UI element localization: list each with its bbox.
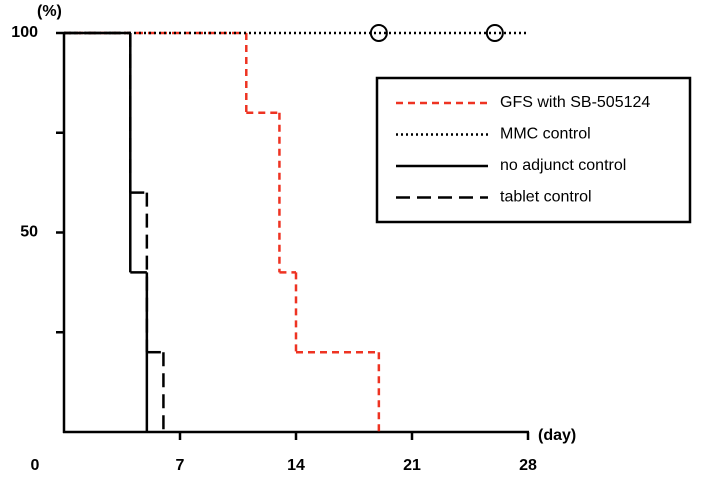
y-tick-label: 100	[11, 24, 38, 41]
x-tick-label: 28	[519, 457, 537, 474]
legend-label: tablet control	[500, 189, 592, 206]
x-tick-label: 21	[403, 457, 421, 474]
legend	[375, 76, 692, 224]
censor-mark	[485, 24, 504, 42]
y-axis-label: (%)	[37, 3, 62, 20]
x-axis-label: (day)	[538, 427, 576, 444]
legend-label: no adjunct control	[500, 157, 626, 174]
y-tick-label: 50	[20, 224, 38, 241]
legend-label: GFS with SB-505124	[500, 94, 650, 111]
x-tick-label: 0	[31, 457, 40, 474]
x-tick-label: 7	[176, 457, 185, 474]
x-tick-label: 14	[287, 457, 305, 474]
censor-mark	[369, 24, 388, 42]
legend-label: MMC control	[500, 126, 591, 143]
